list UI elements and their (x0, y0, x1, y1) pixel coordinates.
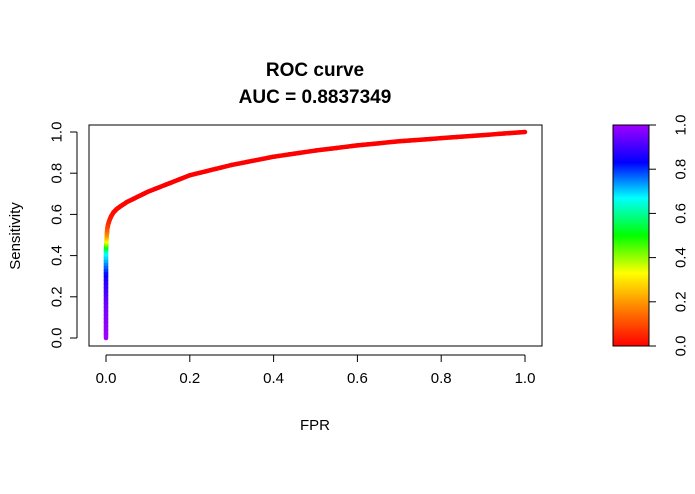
colorbar-tick-label: 0.6 (673, 203, 690, 224)
colorbar-tick-label: 1.0 (673, 115, 690, 136)
x-axis-label: FPR (300, 417, 330, 434)
y-tick-label: 0.2 (49, 286, 66, 307)
colorbar-tick-label: 0.0 (673, 336, 690, 357)
y-tick-label: 0.6 (49, 204, 66, 225)
chart-subtitle: AUC = 0.8837349 (239, 87, 392, 108)
chart-title: ROC curve (266, 60, 364, 81)
y-axis-label: Sensitivity (7, 202, 24, 270)
x-tick-label: 0.6 (347, 370, 368, 387)
x-tick-label: 0.8 (431, 370, 452, 387)
x-axis: 0.0 0.2 0.4 0.6 0.8 1.0 (96, 354, 536, 387)
colorbar-axis: 0.0 0.2 0.4 0.6 0.8 1.0 (649, 115, 690, 357)
x-tick-label: 0.4 (263, 370, 284, 387)
y-tick-label: 0.4 (49, 245, 66, 266)
colorbar-tick-label: 0.2 (673, 291, 690, 312)
roc-curve (103, 129, 528, 341)
y-tick-label: 0.0 (49, 328, 66, 349)
x-tick-label: 0.2 (179, 370, 200, 387)
plot-frame (88, 124, 543, 347)
colorbar-tick-label: 0.4 (673, 247, 690, 268)
y-tick-label: 1.0 (49, 122, 66, 143)
colorbar (612, 124, 650, 347)
y-axis: 0.0 0.2 0.4 0.6 0.8 1.0 (49, 122, 78, 349)
colorbar-tick-label: 0.8 (673, 159, 690, 180)
y-tick-label: 0.8 (49, 163, 66, 184)
x-tick-label: 1.0 (515, 370, 536, 387)
x-tick-label: 0.0 (96, 370, 117, 387)
